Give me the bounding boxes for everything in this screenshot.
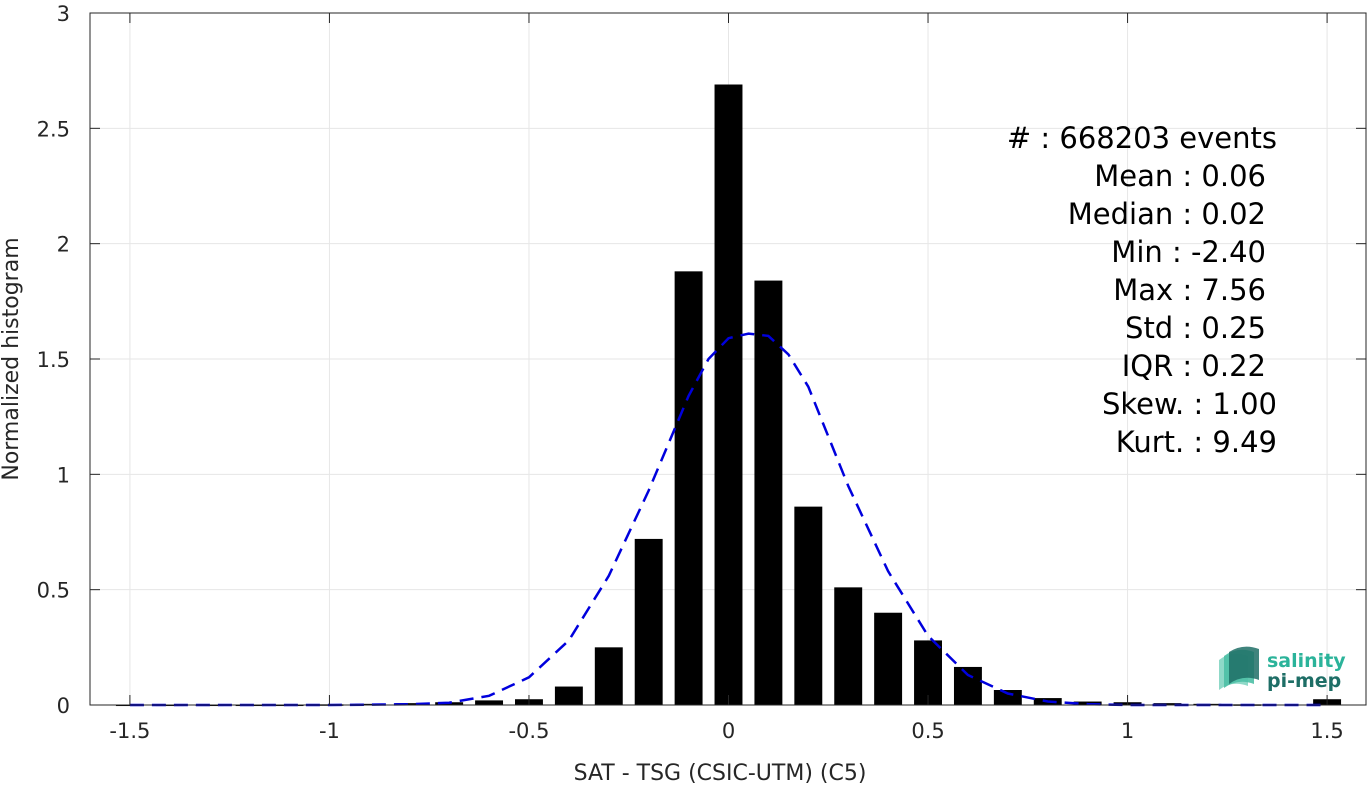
stat-line: IQR : 0.22 bbox=[1122, 349, 1266, 383]
normal-fit-curve bbox=[129, 332, 1328, 707]
waves-icon bbox=[1219, 646, 1259, 690]
x-tick-label: 0.5 bbox=[911, 719, 944, 743]
histogram-bar bbox=[674, 271, 703, 705]
x-tick-label: 1.5 bbox=[1310, 719, 1343, 743]
stat-line: Skew. : 1.00 bbox=[1102, 387, 1277, 421]
stat-line: Std : 0.25 bbox=[1125, 311, 1266, 345]
histogram-bar bbox=[634, 538, 663, 705]
histogram-bars bbox=[115, 84, 1342, 707]
stat-line: Max : 7.56 bbox=[1113, 273, 1266, 307]
histogram-bar bbox=[475, 700, 504, 705]
statistics-annotation: # : 668203 events Mean : 0.06 Median : 0.0… bbox=[1007, 121, 1277, 459]
y-tick-label: 3 bbox=[57, 2, 70, 26]
x-tick-label: -1 bbox=[319, 719, 340, 743]
histogram-bar bbox=[993, 690, 1022, 705]
stat-line: Min : -2.40 bbox=[1111, 235, 1266, 269]
salinity-pi-mep-logo: salinity pi-mep bbox=[1219, 646, 1346, 692]
histogram-bar bbox=[874, 612, 903, 705]
logo-text-pi-mep: pi-mep bbox=[1267, 670, 1341, 692]
histogram-bar bbox=[953, 666, 982, 705]
stat-line: Kurt. : 9.49 bbox=[1116, 425, 1277, 459]
histogram-bar bbox=[395, 703, 424, 705]
stat-line: Mean : 0.06 bbox=[1094, 159, 1266, 193]
y-tick-labels: 0 0.5 1 1.5 2 2.5 3 bbox=[37, 2, 70, 718]
stat-line: # : 668203 events bbox=[1007, 121, 1277, 155]
histogram-bar bbox=[794, 506, 823, 705]
histogram-bar bbox=[754, 280, 783, 705]
y-tick-label: 1 bbox=[57, 463, 70, 487]
y-tick-label: 1.5 bbox=[37, 348, 70, 372]
histogram-bar bbox=[1153, 703, 1182, 705]
histogram-bar bbox=[834, 587, 863, 705]
stat-line: Median : 0.02 bbox=[1068, 197, 1266, 231]
x-tick-label: 1 bbox=[1121, 719, 1134, 743]
x-tick-label: -0.5 bbox=[508, 719, 549, 743]
histogram-bar bbox=[914, 640, 942, 705]
logo-text-salinity: salinity bbox=[1267, 650, 1346, 672]
x-tick-labels: -1.5 -1 -0.5 0 0.5 1 1.5 bbox=[109, 719, 1343, 743]
histogram-bar bbox=[554, 686, 583, 705]
y-axis-label: Normalized histogram bbox=[0, 237, 24, 480]
axis-ticks bbox=[90, 12, 1366, 706]
histogram-bar bbox=[594, 647, 623, 705]
y-tick-label: 0.5 bbox=[37, 579, 70, 603]
y-tick-label: 2 bbox=[57, 233, 70, 257]
x-tick-label: -1.5 bbox=[109, 719, 150, 743]
y-tick-label: 2.5 bbox=[37, 117, 70, 141]
x-tick-label: 0 bbox=[722, 719, 735, 743]
histogram-bar bbox=[714, 84, 743, 706]
y-tick-label: 0 bbox=[57, 694, 70, 718]
x-axis-label: SAT - TSG (CSIC-UTM) (C5) bbox=[574, 761, 867, 785]
